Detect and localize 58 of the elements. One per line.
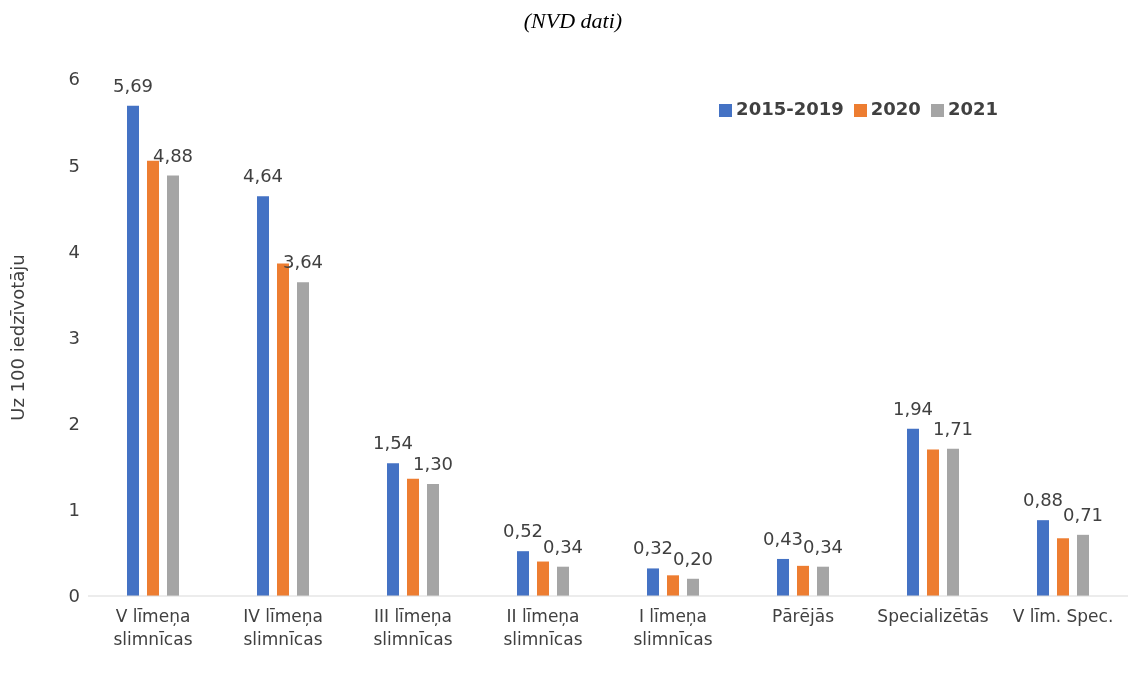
bar	[817, 566, 829, 596]
bar	[1057, 538, 1069, 596]
bar	[387, 463, 399, 596]
chart-title: (NVD dati)	[522, 8, 624, 35]
x-tick-label: IV līmeņa slimnīcas	[243, 606, 323, 649]
x-tick-label: V līmeņa slimnīcas	[113, 606, 193, 649]
bar	[797, 565, 809, 596]
data-label: 0,20	[672, 547, 714, 569]
bar	[1037, 520, 1049, 596]
bar	[537, 561, 549, 596]
x-tick-label: II līmeņa slimnīcas	[503, 606, 583, 649]
data-label: 1,30	[412, 452, 454, 474]
data-label: 0,71	[1062, 503, 1104, 525]
data-label: 1,71	[932, 417, 974, 439]
y-tick-label: 5	[68, 154, 80, 176]
x-tick-label: Pārējās	[771, 606, 835, 626]
legend-label: 2021	[947, 98, 998, 119]
y-tick-label: 6	[68, 68, 80, 90]
data-label: 3,64	[282, 251, 324, 273]
data-label: 0,32	[632, 537, 674, 559]
data-label: 0,43	[762, 527, 804, 549]
y-tick-label: 2	[68, 413, 80, 435]
bar	[407, 478, 419, 596]
bar	[297, 282, 309, 596]
data-label: 4,64	[242, 165, 284, 187]
y-tick-label: 1	[68, 499, 80, 521]
bar	[257, 196, 269, 596]
y-tick-label: 0	[68, 585, 80, 607]
bar	[517, 551, 529, 596]
y-tick-label: 3	[68, 326, 80, 348]
data-label: 0,34	[542, 535, 584, 557]
data-label: 1,54	[372, 432, 414, 454]
data-label: 0,34	[802, 535, 844, 557]
data-label: 0,52	[502, 520, 544, 542]
bar	[687, 578, 699, 596]
bar	[947, 448, 959, 596]
y-axis-title: Uz 100 iedzīvotāju	[7, 254, 29, 421]
bar	[127, 105, 139, 596]
data-label: 0,88	[1022, 489, 1064, 511]
bar	[1077, 534, 1089, 596]
x-tick-label: III līmeņa slimnīcas	[373, 606, 453, 649]
bar	[667, 575, 679, 596]
bar	[927, 449, 939, 596]
bar	[647, 568, 659, 596]
x-tick-label: Specializētās	[877, 606, 989, 626]
bar	[427, 483, 439, 596]
data-label: 5,69	[112, 74, 154, 96]
y-tick-label: 4	[68, 240, 80, 262]
bar	[167, 175, 179, 596]
legend-label: 2015-2019	[736, 98, 844, 119]
bar	[777, 558, 789, 596]
x-tick-label: V līm. Spec.	[1012, 606, 1114, 626]
legend-label: 2020	[870, 98, 921, 119]
x-tick-label: I līmeņa slimnīcas	[633, 606, 713, 649]
data-label: 4,88	[152, 144, 194, 166]
bar	[557, 566, 569, 596]
bar	[907, 428, 919, 596]
data-label: 1,94	[892, 397, 934, 419]
